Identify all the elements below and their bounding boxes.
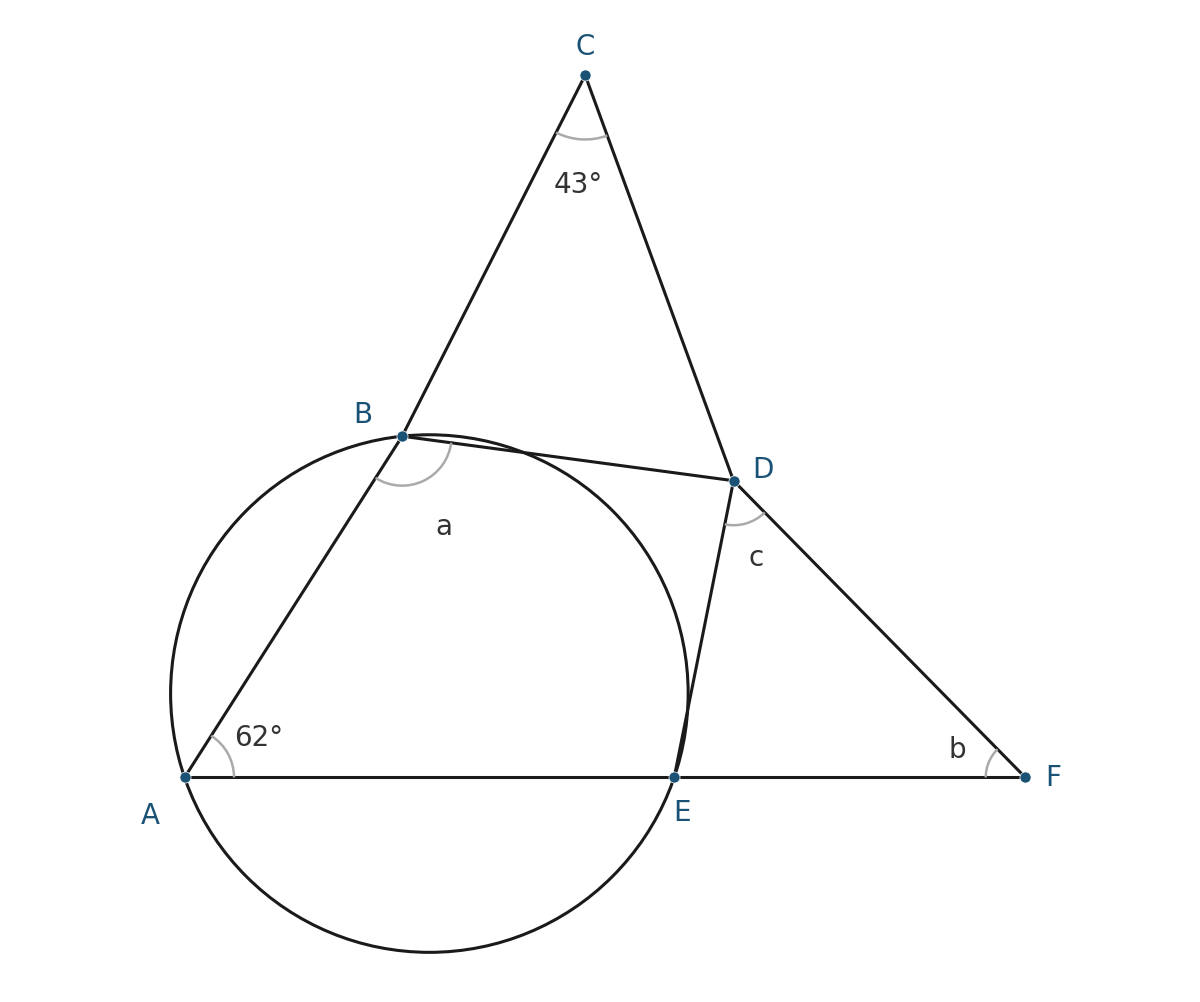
Text: A: A	[140, 802, 160, 830]
Text: 62°: 62°	[234, 723, 283, 752]
Text: D: D	[752, 455, 774, 483]
Text: F: F	[1045, 764, 1061, 792]
Text: C: C	[576, 32, 595, 60]
Text: a: a	[436, 512, 452, 540]
Text: 43°: 43°	[554, 170, 604, 198]
Text: E: E	[673, 799, 691, 827]
Text: B: B	[353, 401, 372, 429]
Text: c: c	[749, 543, 763, 571]
Text: b: b	[948, 735, 966, 763]
